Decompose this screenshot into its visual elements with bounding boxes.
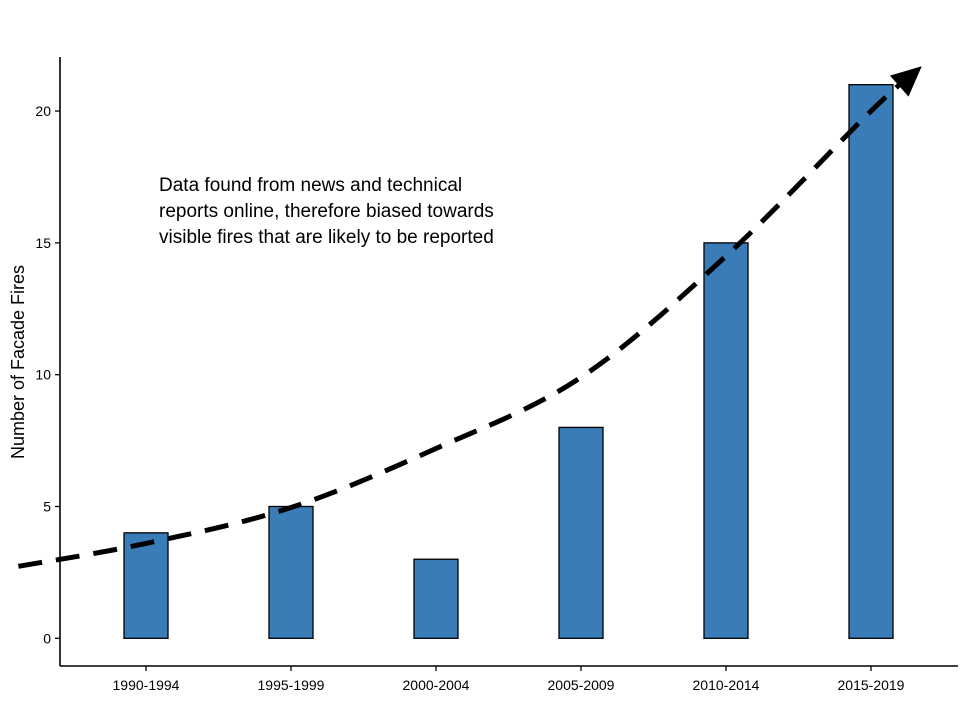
y-tick-label: 15 [35, 235, 51, 251]
x-ticks: 1990-1994 1995-1999 2000-2004 2005-2009 2010… [113, 666, 905, 693]
annotation-line-1: Data found from news and technical [159, 175, 462, 196]
x-tick-label: 2015-2019 [838, 677, 905, 693]
arrowhead-icon [889, 66, 922, 97]
y-tick-label: 20 [35, 103, 51, 119]
y-axis-label: Number of Facade Fires [8, 265, 28, 459]
bar-1990-1994 [123, 532, 169, 639]
y-ticks: 0 5 10 15 20 [35, 103, 60, 646]
trend-line [17, 64, 924, 569]
bar-1995-1999 [268, 505, 314, 639]
annotation-line-3: visible fires that are likely to be repo… [159, 227, 494, 248]
trend-arrow [17, 64, 924, 569]
annotation-line-2: reports online, therefore biased towards [159, 201, 494, 222]
y-tick-label: 5 [43, 499, 51, 515]
bar-2015-2019 [848, 84, 894, 639]
x-tick-label: 2000-2004 [403, 677, 470, 693]
x-tick-label: 1995-1999 [258, 677, 325, 693]
bar-2010-2014 [703, 242, 749, 639]
bar-2000-2004 [413, 558, 459, 639]
x-tick-label: 2005-2009 [548, 677, 615, 693]
bar-2005-2009 [558, 426, 604, 639]
y-tick-label: 10 [35, 367, 51, 383]
x-tick-label: 1990-1994 [113, 677, 180, 693]
x-tick-label: 2010-2014 [693, 677, 760, 693]
bars-group [123, 84, 894, 639]
y-tick-label: 0 [43, 630, 51, 646]
